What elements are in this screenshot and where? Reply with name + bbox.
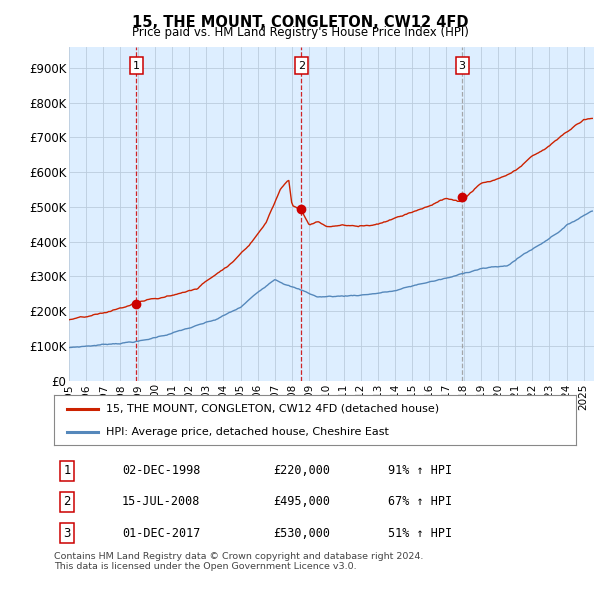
Text: 1: 1 [64, 464, 71, 477]
Text: £530,000: £530,000 [273, 527, 330, 540]
Text: 02-DEC-1998: 02-DEC-1998 [122, 464, 200, 477]
Text: 2: 2 [64, 496, 71, 509]
Text: 15-JUL-2008: 15-JUL-2008 [122, 496, 200, 509]
Text: 3: 3 [458, 61, 466, 71]
Text: 1: 1 [133, 61, 140, 71]
Text: Contains HM Land Registry data © Crown copyright and database right 2024.
This d: Contains HM Land Registry data © Crown c… [54, 552, 424, 571]
Text: HPI: Average price, detached house, Cheshire East: HPI: Average price, detached house, Ches… [106, 427, 389, 437]
Text: 15, THE MOUNT, CONGLETON, CW12 4FD: 15, THE MOUNT, CONGLETON, CW12 4FD [132, 15, 468, 30]
Text: Price paid vs. HM Land Registry's House Price Index (HPI): Price paid vs. HM Land Registry's House … [131, 26, 469, 39]
Text: 3: 3 [64, 527, 71, 540]
Text: £220,000: £220,000 [273, 464, 330, 477]
Text: 51% ↑ HPI: 51% ↑ HPI [388, 527, 452, 540]
Text: 67% ↑ HPI: 67% ↑ HPI [388, 496, 452, 509]
Text: 91% ↑ HPI: 91% ↑ HPI [388, 464, 452, 477]
Text: 2: 2 [298, 61, 305, 71]
Text: £495,000: £495,000 [273, 496, 330, 509]
Text: 01-DEC-2017: 01-DEC-2017 [122, 527, 200, 540]
Text: 15, THE MOUNT, CONGLETON, CW12 4FD (detached house): 15, THE MOUNT, CONGLETON, CW12 4FD (deta… [106, 404, 439, 414]
